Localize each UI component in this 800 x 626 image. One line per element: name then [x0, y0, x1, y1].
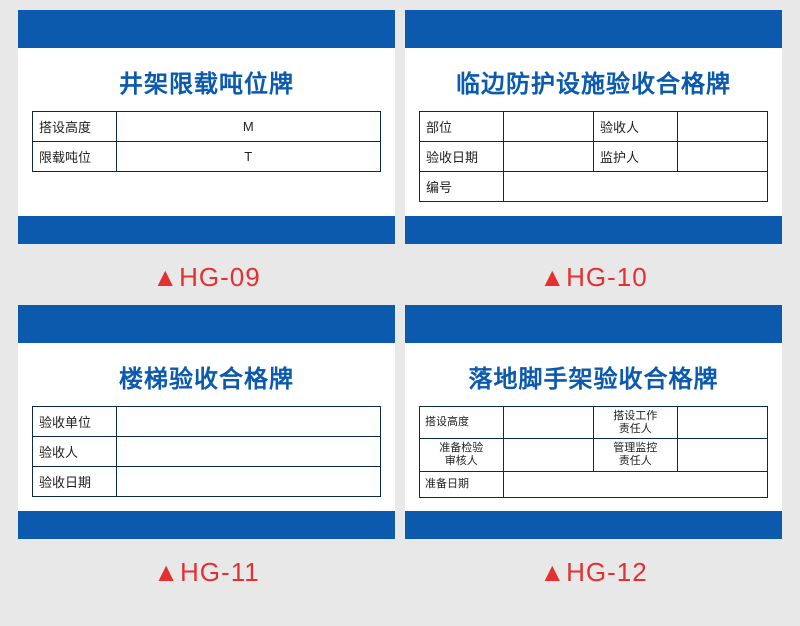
row-label: 限载吨位: [33, 142, 117, 172]
row-value: M: [116, 112, 380, 142]
sign-card-hg-09: 井架限载吨位牌 搭设高度 M 限载吨位 T ▲HG-09: [18, 10, 395, 299]
row-value: [503, 439, 593, 471]
table-row: 验收日期: [33, 467, 381, 497]
product-code: ▲HG-12: [405, 539, 782, 594]
table-row: 部位 验收人: [420, 112, 768, 142]
card-body: 楼梯验收合格牌 验收单位 验收人 验收日期: [18, 305, 395, 539]
table-row: 准备日期: [420, 471, 768, 497]
row-value: [503, 142, 593, 172]
row-value: T: [116, 142, 380, 172]
card-table: 部位 验收人 验收日期 监护人 编号: [419, 111, 768, 202]
row-value: [116, 437, 380, 467]
row-label: 验收单位: [33, 407, 117, 437]
row-label: 搭设高度: [420, 407, 504, 439]
table-row: 准备检验审核人 管理监控责任人: [420, 439, 768, 471]
row-label: 管理监控责任人: [594, 439, 678, 471]
row-label: 验收人: [33, 437, 117, 467]
card-title: 井架限载吨位牌: [18, 48, 395, 111]
sign-card-hg-12: 落地脚手架验收合格牌 搭设高度 搭设工作责任人 准备检验审核人 管理监控责任人 …: [405, 305, 782, 594]
sign-card-hg-10: 临边防护设施验收合格牌 部位 验收人 验收日期 监护人 编号: [405, 10, 782, 299]
row-label: 部位: [420, 112, 504, 142]
card-body: 井架限载吨位牌 搭设高度 M 限载吨位 T: [18, 10, 395, 244]
card-table: 搭设高度 M 限载吨位 T: [32, 111, 381, 172]
product-code: ▲HG-10: [405, 244, 782, 299]
row-label: 验收日期: [420, 142, 504, 172]
card-table: 搭设高度 搭设工作责任人 准备检验审核人 管理监控责任人 准备日期: [419, 406, 768, 498]
table-row: 搭设高度 搭设工作责任人: [420, 407, 768, 439]
row-label: 准备检验审核人: [420, 439, 504, 471]
row-label: 搭设工作责任人: [594, 407, 678, 439]
row-value: [677, 407, 767, 439]
row-value: [677, 142, 767, 172]
table-row: 编号: [420, 172, 768, 202]
row-value: [677, 112, 767, 142]
row-label: 编号: [420, 172, 504, 202]
table-row: 验收日期 监护人: [420, 142, 768, 172]
card-title: 落地脚手架验收合格牌: [405, 343, 782, 406]
row-label: 搭设高度: [33, 112, 117, 142]
card-body: 落地脚手架验收合格牌 搭设高度 搭设工作责任人 准备检验审核人 管理监控责任人 …: [405, 305, 782, 539]
card-body: 临边防护设施验收合格牌 部位 验收人 验收日期 监护人 编号: [405, 10, 782, 244]
sign-card-hg-11: 楼梯验收合格牌 验收单位 验收人 验收日期 ▲HG-11: [18, 305, 395, 594]
row-label: 验收日期: [33, 467, 117, 497]
row-value: [503, 407, 593, 439]
table-row: 搭设高度 M: [33, 112, 381, 142]
row-value: [116, 467, 380, 497]
table-row: 验收单位: [33, 407, 381, 437]
row-value: [503, 172, 767, 202]
product-code: ▲HG-11: [18, 539, 395, 594]
row-label: 验收人: [594, 112, 678, 142]
table-row: 验收人: [33, 437, 381, 467]
card-title: 楼梯验收合格牌: [18, 343, 395, 406]
row-label: 监护人: [594, 142, 678, 172]
row-value: [503, 112, 593, 142]
product-code: ▲HG-09: [18, 244, 395, 299]
row-value: [116, 407, 380, 437]
row-value: [503, 471, 767, 497]
row-label: 准备日期: [420, 471, 504, 497]
card-table: 验收单位 验收人 验收日期: [32, 406, 381, 497]
card-title: 临边防护设施验收合格牌: [405, 48, 782, 111]
row-value: [677, 439, 767, 471]
table-row: 限载吨位 T: [33, 142, 381, 172]
